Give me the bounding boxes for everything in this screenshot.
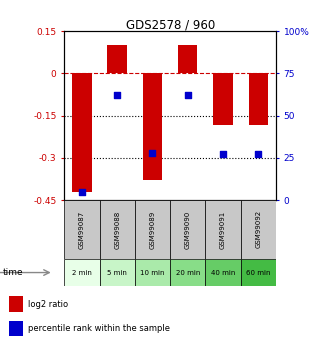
Bar	[64, 259, 100, 286]
Bar	[100, 200, 135, 259]
Point	[79, 189, 84, 195]
Bar	[241, 200, 276, 259]
Text: GSM99090: GSM99090	[185, 210, 191, 248]
Bar	[143, 73, 162, 180]
Bar	[205, 200, 241, 259]
Point	[150, 150, 155, 156]
Bar	[64, 200, 100, 259]
Bar	[213, 73, 233, 126]
Bar	[249, 73, 268, 126]
Bar	[170, 259, 205, 286]
Text: 40 min: 40 min	[211, 269, 235, 276]
Bar	[72, 73, 91, 191]
Text: GSM99087: GSM99087	[79, 210, 85, 248]
Text: 20 min: 20 min	[176, 269, 200, 276]
Bar	[135, 200, 170, 259]
Text: percentile rank within the sample: percentile rank within the sample	[28, 324, 170, 333]
Point	[256, 152, 261, 157]
Bar	[9, 321, 22, 336]
Text: 5 min: 5 min	[107, 269, 127, 276]
Point	[115, 92, 120, 98]
Text: 10 min: 10 min	[140, 269, 165, 276]
Text: time: time	[3, 268, 24, 277]
Text: 60 min: 60 min	[246, 269, 271, 276]
Text: GSM99092: GSM99092	[256, 210, 261, 248]
Text: GSM99089: GSM99089	[150, 210, 155, 248]
Point	[185, 92, 190, 98]
Bar	[205, 259, 241, 286]
Bar	[135, 259, 170, 286]
Point	[221, 152, 226, 157]
Bar	[170, 200, 205, 259]
Bar	[100, 259, 135, 286]
Title: GDS2578 / 960: GDS2578 / 960	[126, 18, 215, 31]
Text: GSM99088: GSM99088	[114, 210, 120, 248]
Text: 2 min: 2 min	[72, 269, 92, 276]
Text: log2 ratio: log2 ratio	[28, 299, 68, 308]
Bar	[178, 45, 197, 73]
Bar	[108, 45, 127, 73]
Bar	[241, 259, 276, 286]
Bar	[9, 296, 22, 312]
Text: GSM99091: GSM99091	[220, 210, 226, 248]
